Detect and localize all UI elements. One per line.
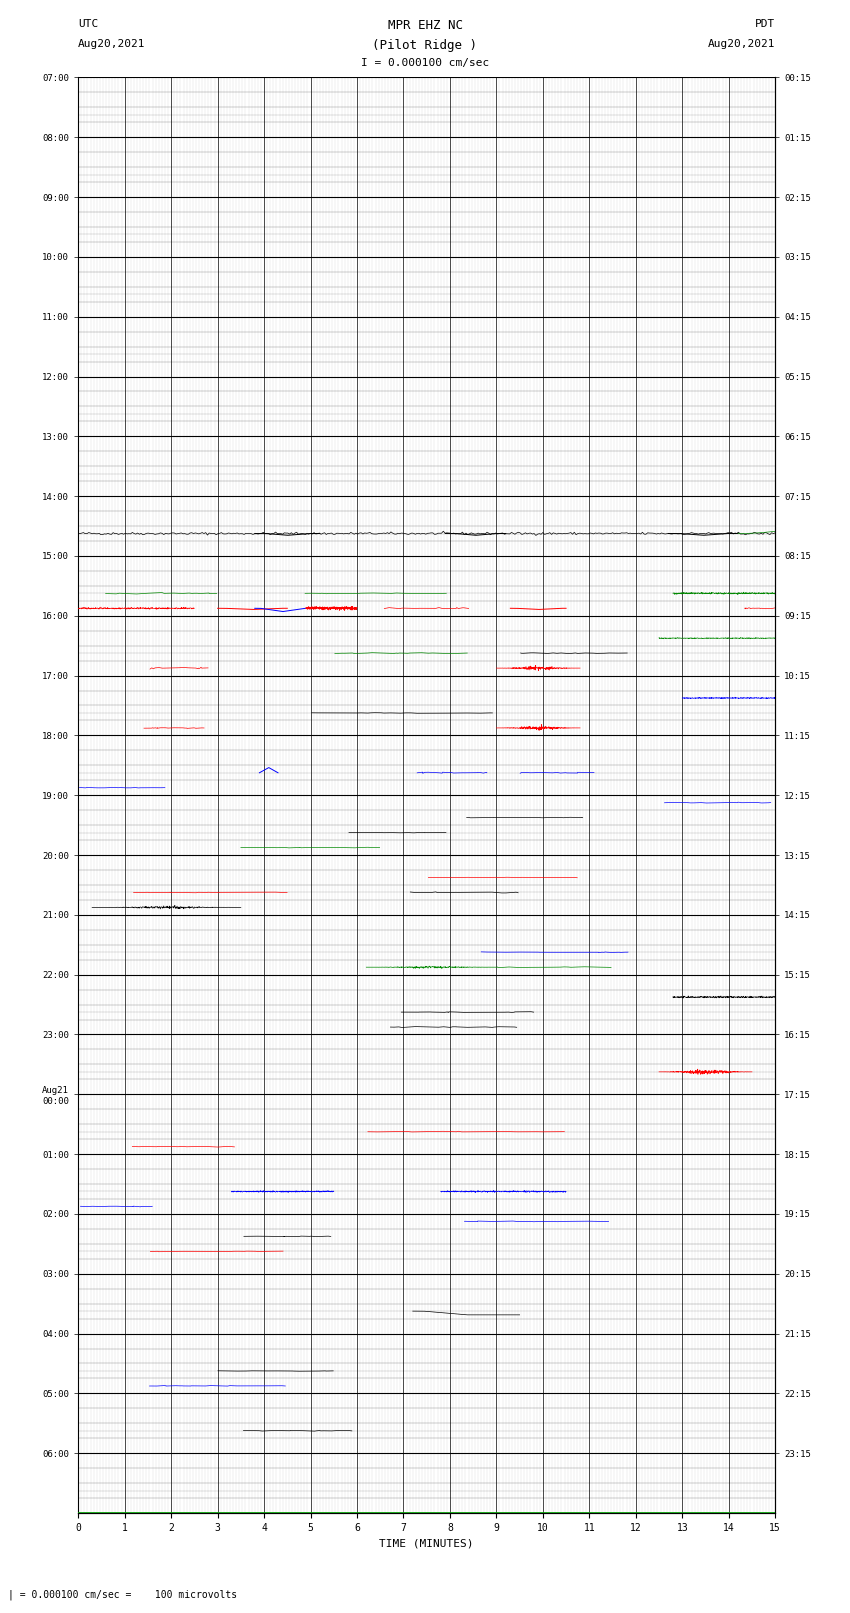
Text: UTC: UTC xyxy=(78,19,99,29)
Text: Aug20,2021: Aug20,2021 xyxy=(78,39,145,48)
Text: Aug20,2021: Aug20,2021 xyxy=(708,39,775,48)
Text: (Pilot Ridge ): (Pilot Ridge ) xyxy=(372,39,478,52)
Text: PDT: PDT xyxy=(755,19,775,29)
Text: | = 0.000100 cm/sec =    100 microvolts: | = 0.000100 cm/sec = 100 microvolts xyxy=(8,1589,238,1600)
Text: MPR EHZ NC: MPR EHZ NC xyxy=(388,19,462,32)
X-axis label: TIME (MINUTES): TIME (MINUTES) xyxy=(379,1539,474,1548)
Text: I = 0.000100 cm/sec: I = 0.000100 cm/sec xyxy=(361,58,489,68)
